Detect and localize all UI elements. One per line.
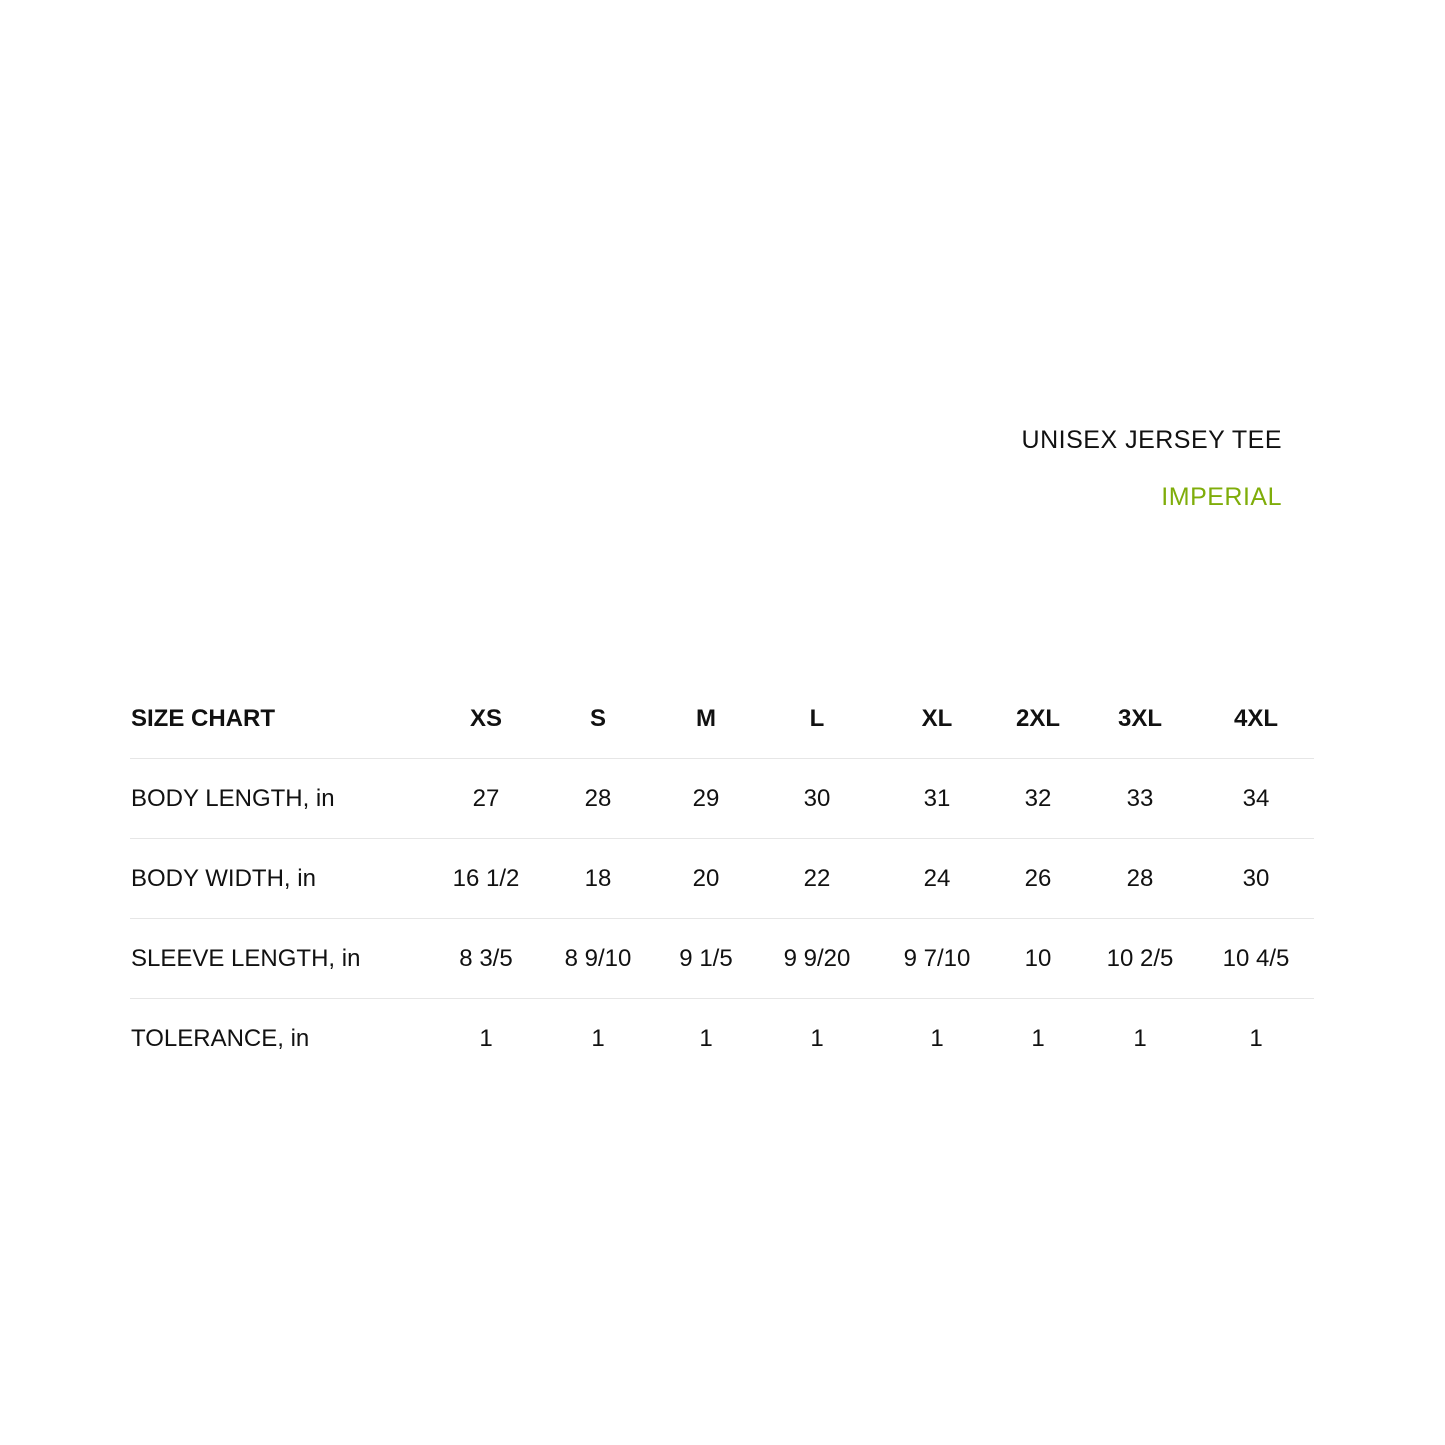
- size-header: S: [589, 705, 607, 732]
- table-cell: 9 1/5: [679, 945, 733, 972]
- size-header: 3XL: [1117, 705, 1163, 732]
- table-cell: 18: [584, 865, 612, 892]
- table-cell: 24: [923, 865, 951, 892]
- table-row: BODY LENGTH, in 27 28 29 30 31 32 33 34: [130, 758, 1314, 839]
- table-cell: 28: [1126, 865, 1154, 892]
- size-header: 4XL: [1233, 705, 1279, 732]
- table-cell: 1: [699, 1025, 713, 1052]
- row-label: BODY WIDTH, in: [131, 865, 316, 892]
- table-cell: 30: [1242, 865, 1270, 892]
- table-cell: 27: [472, 785, 500, 812]
- table-cell: 1: [1133, 1025, 1147, 1052]
- table-cell: 8 3/5: [459, 945, 513, 972]
- table-cell: 16 1/2: [452, 865, 520, 892]
- table-cell: 26: [1024, 865, 1052, 892]
- table-cell: 1: [1031, 1025, 1045, 1052]
- product-title: UNISEX JERSEY TEE: [1021, 426, 1282, 454]
- table-header-row: SIZE CHART XS S M L XL 2XL 3XL 4XL: [130, 679, 1314, 759]
- size-header: L: [809, 705, 825, 732]
- table-cell: 1: [1249, 1025, 1263, 1052]
- table-row: SLEEVE LENGTH, in 8 3/5 8 9/10 9 1/5 9 9/20 9…: [130, 918, 1314, 999]
- unit-system-label: IMPERIAL: [1161, 483, 1282, 511]
- table-row: BODY WIDTH, in 16 1/2 18 20 22 24 26 28 30: [130, 838, 1314, 919]
- row-label: SIZE CHART: [131, 705, 275, 732]
- size-header: 2XL: [1015, 705, 1061, 732]
- table-cell: 1: [479, 1025, 493, 1052]
- row-label: TOLERANCE, in: [131, 1025, 310, 1052]
- table-cell: 30: [803, 785, 831, 812]
- table-cell: 1: [591, 1025, 605, 1052]
- table-cell: 9 7/10: [903, 945, 971, 972]
- table-cell: 1: [930, 1025, 944, 1052]
- table-cell: 22: [803, 865, 831, 892]
- size-header: XL: [921, 705, 953, 732]
- table-cell: 32: [1024, 785, 1052, 812]
- table-cell: 10 4/5: [1222, 945, 1290, 972]
- size-header: M: [696, 705, 716, 732]
- table-cell: 10: [1024, 945, 1052, 972]
- table-cell: 33: [1126, 785, 1154, 812]
- row-label: SLEEVE LENGTH, in: [131, 945, 361, 972]
- table-cell: 9 9/20: [783, 945, 851, 972]
- table-cell: 20: [692, 865, 720, 892]
- row-label: BODY LENGTH, in: [131, 785, 335, 812]
- table-cell: 1: [810, 1025, 824, 1052]
- table-cell: 31: [923, 785, 951, 812]
- table-row: TOLERANCE, in 1 1 1 1 1 1 1 1: [130, 998, 1314, 1079]
- table-cell: 34: [1242, 785, 1270, 812]
- table-cell: 10 2/5: [1106, 945, 1174, 972]
- table-cell: 28: [584, 785, 612, 812]
- table-cell: 29: [692, 785, 720, 812]
- size-header: XS: [469, 705, 503, 732]
- table-cell: 8 9/10: [564, 945, 632, 972]
